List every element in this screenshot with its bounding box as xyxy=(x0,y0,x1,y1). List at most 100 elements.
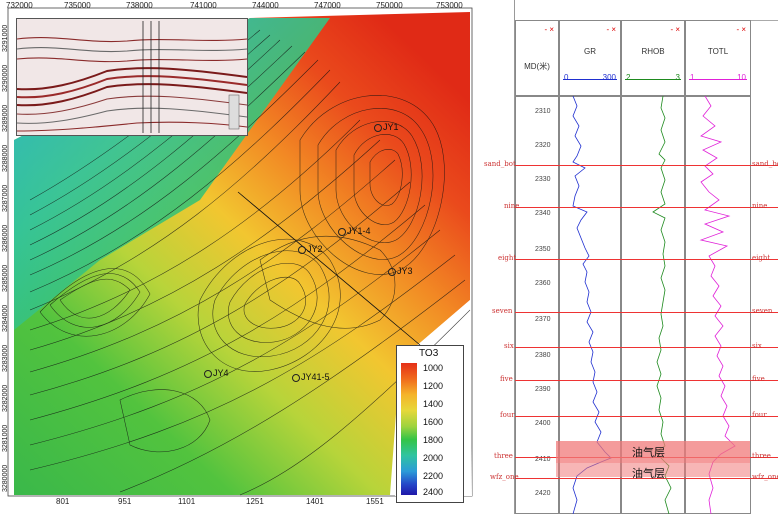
colorbar-tick: 1200 xyxy=(423,381,444,391)
x-tick-top-2: 738000 xyxy=(126,1,153,10)
x-tick-bottom-1: 951 xyxy=(118,497,132,506)
x-tick-bottom-0: 801 xyxy=(56,497,70,506)
marker-label-right: sand_bot xyxy=(752,160,778,168)
x-tick-bottom-5: 1551 xyxy=(366,497,384,506)
x-tick-top-7: 753000 xyxy=(436,1,463,10)
oil-gas-zone xyxy=(556,463,750,477)
x-tick-top-5: 747000 xyxy=(314,1,341,10)
scale-min: 1 xyxy=(690,73,695,82)
colorbar-title: TO3 xyxy=(419,348,439,359)
colorbar-tick: 1400 xyxy=(423,399,444,409)
y-tick-11: 3280000 xyxy=(2,465,9,492)
y-tick-10: 3281000 xyxy=(2,425,9,452)
marker-label-right: eight xyxy=(752,254,771,262)
x-tick-top-0: 732000 xyxy=(6,1,33,10)
colorbar-tick: 1600 xyxy=(423,417,444,427)
well-jy3[interactable]: JY3 xyxy=(388,266,413,276)
scale-line xyxy=(689,79,747,80)
colorbar-tick: 1000 xyxy=(423,363,444,373)
marker-label-left: eight xyxy=(498,254,517,262)
colorbar-legend: TO3 1000 1200 1400 1600 1800 2000 2200 2… xyxy=(396,345,464,503)
y-tick-1: 3290000 xyxy=(2,65,9,92)
log-toolbar xyxy=(515,0,778,21)
close-icon[interactable]: - × xyxy=(544,25,554,34)
marker-label-right: four xyxy=(752,411,767,419)
track-name: GR xyxy=(584,47,596,56)
well-jy4[interactable]: JY4 xyxy=(204,368,229,378)
marker-label-left: three xyxy=(494,452,513,460)
y-tick-9: 3282000 xyxy=(2,385,9,412)
x-tick-bottom-2: 1101 xyxy=(178,497,196,506)
scale-min: 0 xyxy=(564,73,569,82)
marker-line xyxy=(515,207,778,208)
well-jy41-5[interactable]: JY41-5 xyxy=(292,372,330,382)
well-jy2[interactable]: JY2 xyxy=(298,244,323,254)
well-label: JY1 xyxy=(383,122,399,132)
depth-label: 2400 xyxy=(535,420,551,427)
zone-label: 油气层 xyxy=(632,468,665,480)
marker-line xyxy=(515,165,778,166)
marker-label-left: seven xyxy=(492,307,513,315)
close-icon[interactable]: - × xyxy=(670,25,680,34)
oil-gas-zone xyxy=(556,441,750,463)
y-tick-0: 3291000 xyxy=(2,25,9,52)
well-label: JY41-5 xyxy=(301,372,330,382)
x-tick-top-1: 735000 xyxy=(64,1,91,10)
depth-label: 2310 xyxy=(535,108,551,115)
scale-max: 300 xyxy=(602,73,616,82)
depth-label: 2320 xyxy=(535,142,551,149)
depth-label: 2410 xyxy=(535,456,551,463)
y-tick-2: 3289000 xyxy=(2,105,9,132)
marker-label-right: nine xyxy=(752,202,768,210)
marker-label-right: seven xyxy=(752,307,773,315)
colorbar-tick: 1800 xyxy=(423,435,444,445)
depth-label: 2350 xyxy=(535,246,551,253)
marker-line xyxy=(515,478,778,479)
contour-map: 732000 735000 738000 741000 744000 74700… xyxy=(2,1,473,506)
y-tick-7: 3284000 xyxy=(2,305,9,332)
close-icon[interactable]: - × xyxy=(736,25,746,34)
scale-line xyxy=(625,79,681,80)
depth-label: 2370 xyxy=(535,316,551,323)
marker-label-right: six xyxy=(752,342,762,350)
y-tick-5: 3286000 xyxy=(2,225,9,252)
well-icon xyxy=(292,373,300,382)
marker-label-right: wfz_one xyxy=(752,473,778,481)
scale-line xyxy=(563,79,617,80)
well-icon xyxy=(298,245,306,254)
scale-max: 10 xyxy=(737,73,746,82)
colorbar-tick: 2000 xyxy=(423,453,444,463)
x-tick-top-4: 744000 xyxy=(252,1,279,10)
marker-line xyxy=(515,259,778,260)
marker-label-right: three xyxy=(752,452,771,460)
y-tick-6: 3285000 xyxy=(2,265,9,292)
x-tick-bottom-3: 1251 xyxy=(246,497,264,506)
marker-line xyxy=(515,416,778,417)
marker-line xyxy=(515,312,778,313)
depth-label: 2360 xyxy=(535,280,551,287)
depth-header: - × MD(米) xyxy=(515,20,559,96)
scale-max: 3 xyxy=(675,73,680,82)
well-icon xyxy=(204,369,212,378)
well-label: JY3 xyxy=(397,266,413,276)
zone-label: 油气层 xyxy=(632,447,665,459)
colorbar-tick: 2200 xyxy=(423,471,444,481)
colorbar-tick: 2400 xyxy=(423,487,444,497)
marker-line xyxy=(515,380,778,381)
marker-label-left: six xyxy=(504,342,514,350)
depth-label: 2380 xyxy=(535,352,551,359)
close-icon[interactable]: - × xyxy=(606,25,616,34)
depth-label: 2390 xyxy=(535,386,551,393)
track-header-gr: - × GR 0 300 xyxy=(559,20,621,96)
marker-line xyxy=(515,347,778,348)
well-jy1-4[interactable]: JY1-4 xyxy=(338,226,371,236)
well-jy1[interactable]: JY1 xyxy=(374,122,399,132)
marker-label-left: four xyxy=(500,411,515,419)
depth-label: 2340 xyxy=(535,210,551,217)
marker-label-left: nine xyxy=(504,202,520,210)
well-label: JY2 xyxy=(307,244,323,254)
y-tick-8: 3283000 xyxy=(2,345,9,372)
colorbar-gradient xyxy=(401,363,417,495)
y-tick-4: 3287000 xyxy=(2,185,9,212)
seismic-section-inset xyxy=(16,18,248,136)
